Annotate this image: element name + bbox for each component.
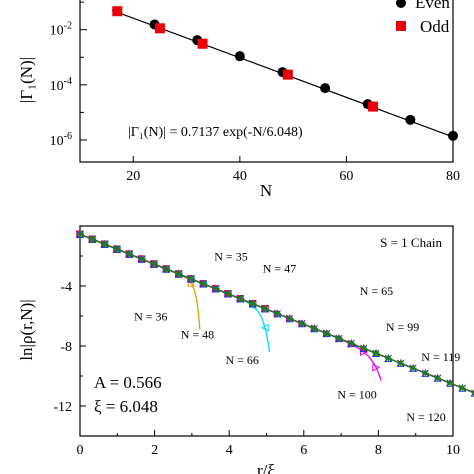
series-label: N = 36 [134,310,167,324]
data-marker [224,290,232,297]
data-marker [200,280,207,288]
data-marker [348,340,355,347]
data-marker [274,310,281,317]
param-a: A = 0.566 [94,373,162,392]
top-y-axis-label: |Γ₁(N)| [17,57,36,103]
bottom-x-axis-label: r/ξ [257,461,275,474]
point-even [448,130,458,141]
top-x-tick-label: 80 [446,169,460,184]
top-y-tick-label: 10-2 [50,21,72,39]
data-marker [323,330,330,337]
point-odd [368,101,379,112]
top-x-tick-label: 60 [339,169,353,184]
point-odd [197,38,208,49]
bottom-panel: 0 2 4 6 8 10-4-8-12 N = 35N = 36N = 47N = 48N… [17,225,474,474]
data-marker [89,236,96,243]
bottom-y-tick-label: -8 [60,340,72,355]
data-marker [249,300,256,307]
data-marker [335,335,343,342]
bottom-y-tick-label: -4 [60,280,72,295]
series-label: N = 65 [360,284,393,298]
point-even [234,51,245,62]
data-marker [409,364,417,372]
bottom-series-labels: N = 35 N = 36 N = 47 N = 48 N = 65 N = 66 N = … [134,250,460,425]
bottom-y-axis-label: ln|ρ(r,N)| [17,299,36,360]
data-marker [76,231,84,238]
bottom-chart-title: S = 1 Chain [380,235,442,250]
series-n120 [76,231,474,396]
series-label: N = 66 [225,353,258,367]
top-y-tick-label: 10-6 [50,131,72,149]
data-marker [286,315,293,322]
legend-marker-even [396,0,406,8]
series-label: N = 119 [421,350,460,364]
series-label: N = 99 [386,320,419,334]
top-x-tick-label: 20 [126,169,140,184]
data-marker [187,278,196,287]
point-even [320,83,331,94]
data-marker [311,325,318,332]
top-plot-frame [79,0,454,163]
data-marker [385,355,392,362]
bottom-series [75,229,474,397]
point-even [405,114,416,125]
data-marker [101,240,108,248]
data-marker [126,250,133,258]
data-marker [422,369,429,377]
top-legend: Even Odd [396,0,450,36]
top-ticks: 20 40 60 80 10-2 10-4 10-6 [50,1,460,184]
legend-marker-odd [396,21,406,31]
bottom-x-tick-label: 4 [226,443,233,458]
point-odd [112,6,123,17]
data-marker [360,345,367,352]
bottom-x-tick-label: 2 [151,443,158,458]
data-marker [150,260,158,268]
series-line [79,233,474,394]
param-xi: ξ = 6.048 [94,397,158,416]
data-marker [261,305,269,312]
top-x-tick-label: 40 [233,169,247,184]
series-label: N = 100 [337,388,376,402]
point-odd [282,69,293,80]
data-marker [459,384,466,392]
series-label: N = 47 [263,262,296,276]
data-marker [372,363,381,372]
data-marker [113,245,121,253]
bottom-x-tick-label: 6 [300,443,307,458]
data-marker [434,374,441,382]
data-marker [298,320,306,327]
series-label: N = 120 [406,410,445,424]
bottom-x-tick-label: 0 [77,443,84,458]
bottom-ticks: 0 2 4 6 8 10 -4 -8 -12 [53,255,460,458]
bottom-x-tick-label: 10 [446,443,460,458]
data-marker [175,270,182,278]
data-marker [237,295,244,302]
legend-label-even: Even [415,0,450,12]
bottom-x-tick-label: 8 [375,443,382,458]
data-marker [372,350,380,357]
data-marker [397,360,404,367]
series-label: N = 48 [181,328,214,342]
data-marker [446,379,454,387]
data-marker [260,323,269,332]
top-y-tick-label: 10-4 [50,76,72,94]
legend-label-odd: Odd [420,17,450,36]
series-label: N = 35 [214,250,247,264]
data-marker [163,265,170,273]
data-marker [187,275,195,283]
point-odd [154,23,165,34]
top-x-axis-label: N [260,181,272,200]
top-points [112,6,458,141]
bottom-y-tick-label: -12 [53,400,72,415]
data-marker [138,255,145,263]
data-marker [212,285,219,293]
top-fit-annotation: |Γ₁(N)| = 0.7137 exp(-N/6.048) [128,125,303,140]
